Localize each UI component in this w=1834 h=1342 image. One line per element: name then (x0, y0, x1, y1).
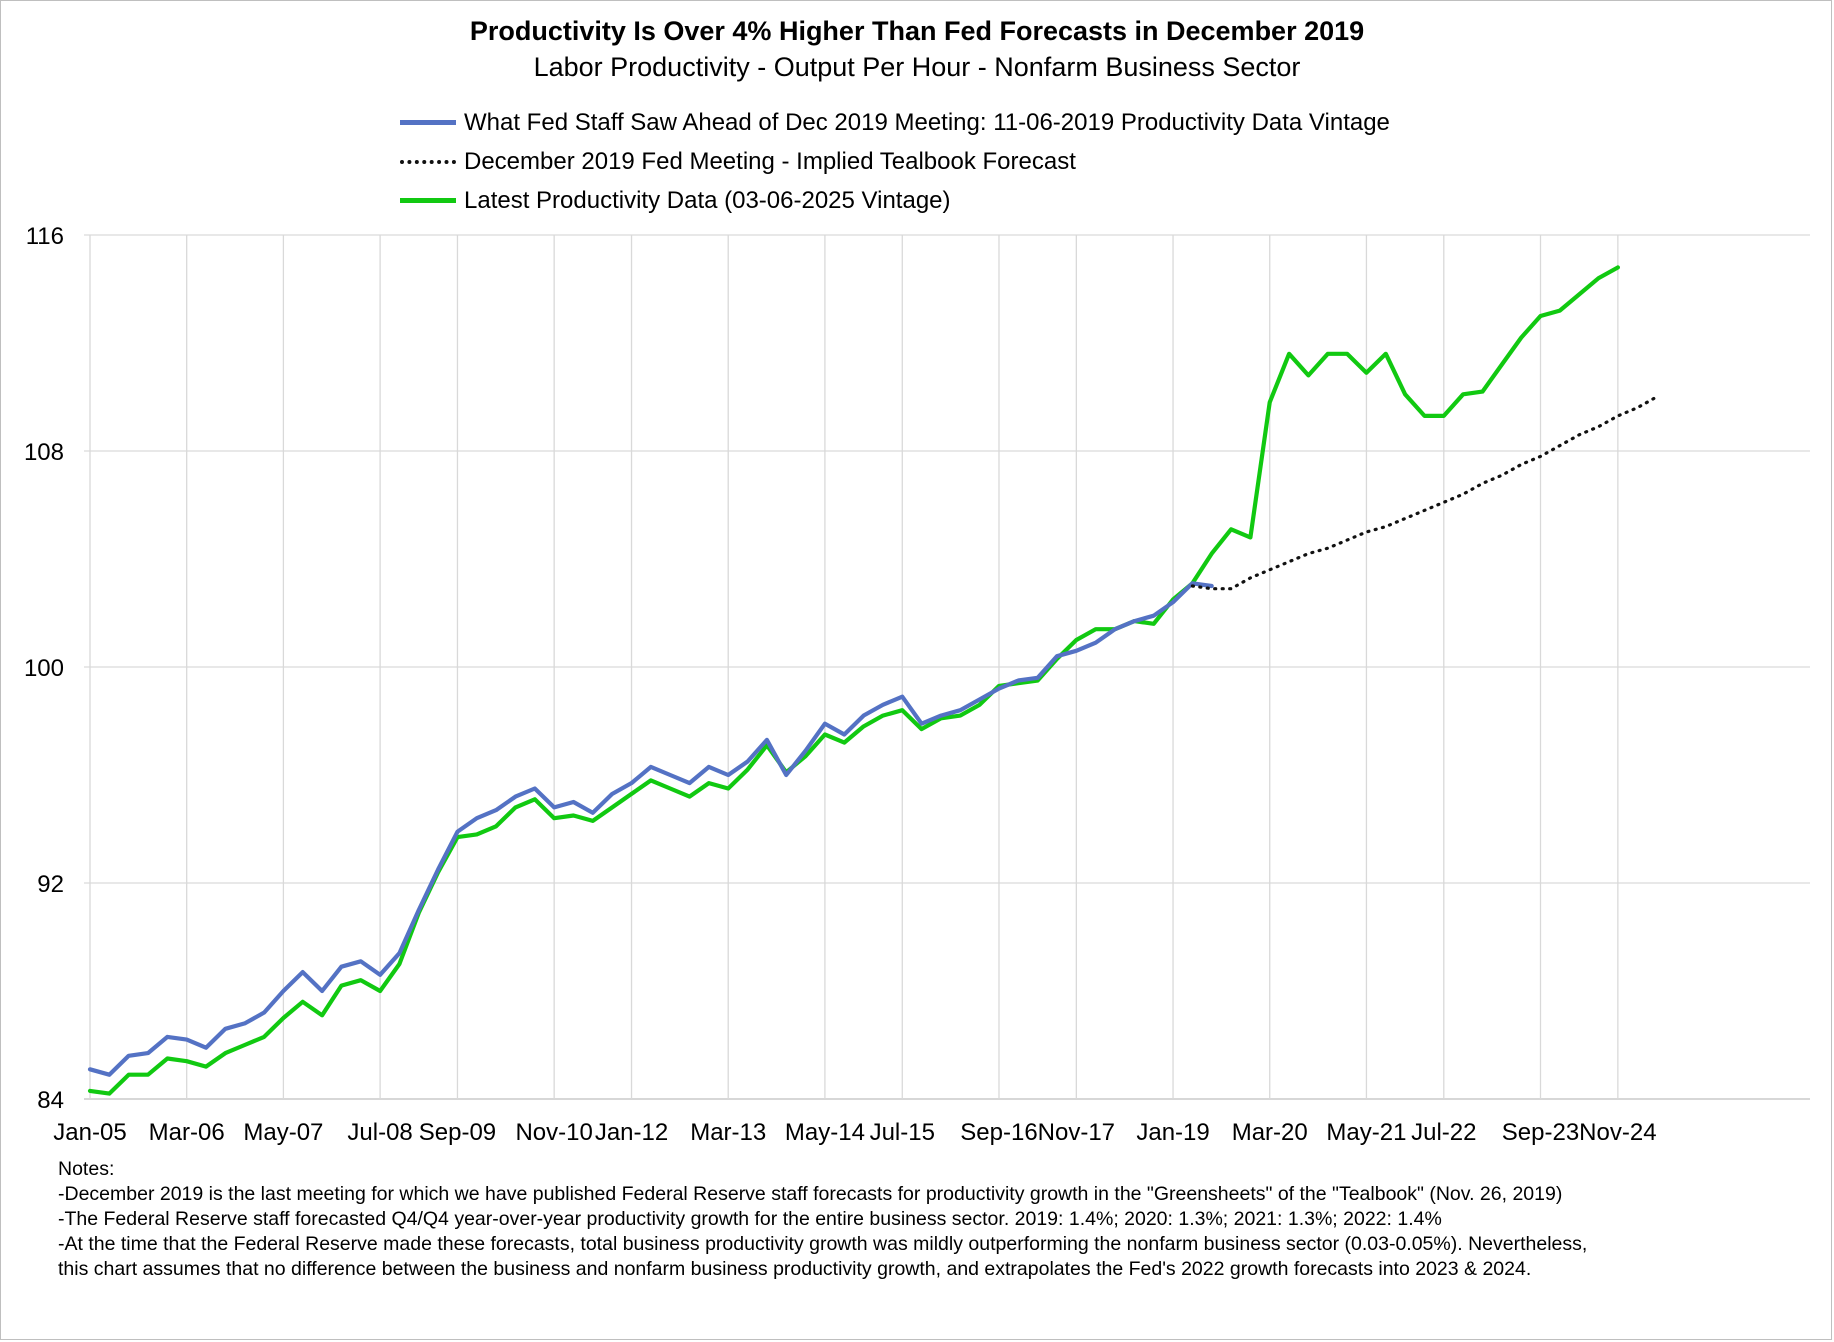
gridlines (84, 234, 1810, 1100)
series-line-fed-staff-vintage (87, 581, 1214, 1077)
notes-line-3: -At the time that the Federal Reserve ma… (58, 1233, 1588, 1255)
x-tick-label: Jan-12 (595, 1119, 668, 1146)
y-tick-label: 100 (24, 655, 64, 682)
legend-swatch-green-line (400, 198, 456, 203)
x-tick-label: Nov-24 (1579, 1119, 1656, 1146)
y-axis-ticks: 84 92 100 108 116 (24, 223, 64, 1114)
x-tick-label: May-14 (785, 1119, 865, 1146)
x-axis-ticks: Jan-05 Mar-06 May-07 Jul-08 Sep-09 Nov-10 Jan-… (53, 1119, 1656, 1146)
y-tick-label: 84 (37, 1087, 64, 1114)
legend-label-fed-staff-vintage: What Fed Staff Saw Ahead of Dec 2019 Mee… (464, 108, 1390, 136)
y-tick-label: 116 (26, 223, 64, 250)
x-tick-label: Jul-08 (347, 1119, 412, 1146)
legend-label-tealbook-forecast: December 2019 Fed Meeting - Implied Teal… (464, 147, 1076, 175)
chart-subtitle: Labor Productivity - Output Per Hour - N… (533, 52, 1301, 82)
x-tick-label: Jan-05 (53, 1119, 126, 1146)
x-tick-label: Sep-09 (419, 1119, 496, 1146)
notes-heading: Notes: (58, 1158, 115, 1180)
x-tick-label: May-21 (1326, 1119, 1406, 1146)
x-tick-label: Sep-16 (960, 1119, 1037, 1146)
legend: What Fed Staff Saw Ahead of Dec 2019 Mee… (400, 103, 1390, 220)
legend-swatch-dotted-line (400, 159, 456, 164)
legend-item-latest-data: Latest Productivity Data (03-06-2025 Vin… (400, 181, 1390, 220)
series-line-latest-data (87, 265, 1621, 1096)
series-line-tealbook-forecast (1190, 395, 1659, 591)
notes-line-4: this chart assumes that no difference be… (58, 1258, 1532, 1280)
notes-line-2: -The Federal Reserve staff forecasted Q4… (58, 1208, 1442, 1230)
x-tick-label: May-07 (243, 1119, 323, 1146)
chart-title: Productivity Is Over 4% Higher Than Fed … (469, 16, 1365, 46)
x-tick-label: Nov-17 (1038, 1119, 1115, 1146)
x-tick-label: Mar-20 (1232, 1119, 1308, 1146)
legend-label-latest-data: Latest Productivity Data (03-06-2025 Vin… (464, 186, 951, 214)
y-tick-label: 108 (24, 439, 64, 466)
x-tick-label: Mar-06 (149, 1119, 225, 1146)
x-tick-label: Mar-13 (690, 1119, 766, 1146)
x-tick-label: Jul-15 (870, 1119, 935, 1146)
legend-item-tealbook-forecast: December 2019 Fed Meeting - Implied Teal… (400, 142, 1390, 181)
notes: Notes: -December 2019 is the last meetin… (58, 1157, 1587, 1282)
notes-line-1: -December 2019 is the last meeting for w… (58, 1183, 1563, 1205)
series-lines (87, 265, 1659, 1096)
legend-item-fed-staff-vintage: What Fed Staff Saw Ahead of Dec 2019 Mee… (400, 103, 1390, 142)
x-tick-label: Jul-22 (1411, 1119, 1476, 1146)
legend-swatch-blue-line (400, 120, 456, 125)
x-tick-label: Nov-10 (515, 1119, 592, 1146)
y-tick-label: 92 (37, 871, 64, 898)
x-tick-label: Jan-19 (1136, 1119, 1209, 1146)
x-tick-label: Sep-23 (1502, 1119, 1579, 1146)
